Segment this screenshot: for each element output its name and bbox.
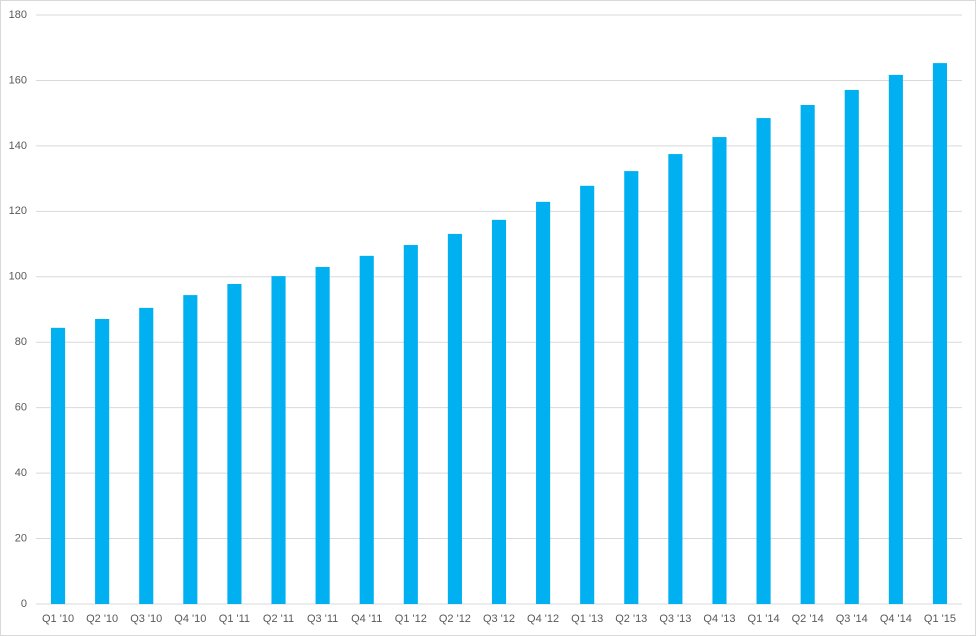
x-tick-label: Q2 '11 bbox=[263, 613, 294, 625]
x-tick-label: Q3 '10 bbox=[130, 613, 162, 625]
bar bbox=[447, 233, 462, 604]
bar bbox=[403, 245, 418, 604]
bar bbox=[227, 283, 242, 604]
x-tick-label: Q3 '13 bbox=[659, 613, 691, 625]
x-tick-label: Q1 '12 bbox=[395, 613, 427, 625]
x-tick-label: Q1 '15 bbox=[924, 613, 956, 625]
x-tick-label: Q2 '13 bbox=[615, 613, 647, 625]
x-tick-label: Q3 '12 bbox=[483, 613, 515, 625]
bar bbox=[844, 89, 859, 604]
y-tick-label: 80 bbox=[15, 336, 27, 348]
x-tick-label: Q3 '11 bbox=[307, 613, 338, 625]
bar bbox=[932, 63, 948, 604]
bar bbox=[139, 307, 154, 604]
bar bbox=[888, 74, 903, 605]
x-tick-label: Q4 '12 bbox=[527, 613, 559, 625]
y-tick-label: 100 bbox=[9, 271, 27, 283]
bar bbox=[668, 154, 683, 604]
bar bbox=[271, 276, 286, 604]
bar bbox=[800, 104, 815, 604]
y-tick-label: 40 bbox=[15, 467, 27, 479]
bar bbox=[491, 219, 507, 604]
y-tick-label: 160 bbox=[9, 74, 27, 86]
bar bbox=[756, 118, 771, 604]
bar bbox=[50, 327, 66, 604]
x-tick-label: Q1 '13 bbox=[571, 613, 603, 625]
bar bbox=[315, 266, 330, 604]
y-tick-label: 60 bbox=[15, 402, 27, 414]
x-tick-label: Q2 '12 bbox=[439, 613, 471, 625]
bar bbox=[183, 295, 198, 604]
x-tick-label: Q4 '11 bbox=[351, 613, 382, 625]
y-tick-label: 20 bbox=[15, 532, 27, 544]
y-tick-label: 0 bbox=[21, 598, 27, 610]
x-tick-label: Q1 '14 bbox=[748, 613, 780, 625]
x-tick-label: Q4 '14 bbox=[880, 613, 912, 625]
y-tick-label: 140 bbox=[9, 140, 27, 152]
bar bbox=[624, 171, 639, 604]
y-tick-label: 180 bbox=[9, 9, 27, 21]
x-tick-label: Q3 '14 bbox=[836, 613, 868, 625]
x-tick-label: Q1 '11 bbox=[219, 613, 250, 625]
x-tick-label: Q4 '10 bbox=[174, 613, 206, 625]
x-tick-label: Q1 '10 bbox=[42, 613, 74, 625]
bar bbox=[95, 318, 110, 604]
x-tick-label: Q2 '14 bbox=[792, 613, 824, 625]
bar bbox=[536, 201, 551, 605]
x-tick-label: Q2 '10 bbox=[86, 613, 118, 625]
x-tick-label: Q4 '13 bbox=[703, 613, 735, 625]
bar bbox=[712, 137, 727, 604]
bar bbox=[359, 255, 374, 604]
bar bbox=[580, 185, 595, 604]
y-tick-label: 120 bbox=[9, 205, 27, 217]
